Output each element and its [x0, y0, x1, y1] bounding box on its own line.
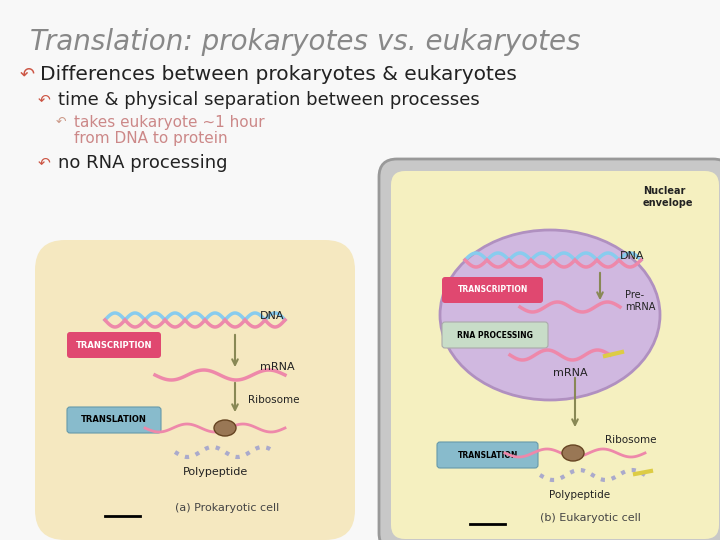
Ellipse shape [562, 445, 584, 461]
Text: TRANSCRIPTION: TRANSCRIPTION [458, 286, 528, 294]
Text: Ribosome: Ribosome [248, 395, 300, 405]
Text: DNA: DNA [620, 251, 644, 261]
FancyBboxPatch shape [442, 277, 543, 303]
Text: mRNA: mRNA [260, 362, 294, 372]
FancyBboxPatch shape [442, 322, 548, 348]
Text: (a) Prokaryotic cell: (a) Prokaryotic cell [175, 503, 279, 513]
Text: TRANSCRIPTION: TRANSCRIPTION [76, 341, 152, 349]
Ellipse shape [440, 230, 660, 400]
Text: ↶: ↶ [38, 92, 50, 107]
Text: Polypeptide: Polypeptide [182, 467, 248, 477]
Text: Ribosome: Ribosome [605, 435, 657, 445]
Text: (b) Eukaryotic cell: (b) Eukaryotic cell [540, 513, 641, 523]
FancyBboxPatch shape [379, 159, 720, 540]
Text: ↶: ↶ [20, 66, 35, 84]
FancyBboxPatch shape [67, 332, 161, 358]
Ellipse shape [54, 259, 336, 521]
Text: Pre-
mRNA: Pre- mRNA [625, 290, 655, 312]
Text: TRANSLATION: TRANSLATION [81, 415, 147, 424]
Text: Translation: prokaryotes vs. eukaryotes: Translation: prokaryotes vs. eukaryotes [30, 28, 580, 56]
Text: Differences between prokaryotes & eukaryotes: Differences between prokaryotes & eukary… [40, 65, 517, 84]
Text: from DNA to protein: from DNA to protein [74, 131, 228, 145]
Text: RNA PROCESSING: RNA PROCESSING [457, 330, 533, 340]
Text: mRNA: mRNA [553, 368, 588, 378]
Text: time & physical separation between processes: time & physical separation between proce… [58, 91, 480, 109]
Text: takes eukaryote ~1 hour: takes eukaryote ~1 hour [74, 114, 265, 130]
Text: DNA: DNA [260, 311, 284, 321]
Text: ↶: ↶ [38, 156, 50, 171]
FancyBboxPatch shape [35, 240, 355, 540]
Ellipse shape [214, 420, 236, 436]
FancyBboxPatch shape [391, 171, 719, 539]
Text: Nuclear
envelope: Nuclear envelope [643, 186, 693, 208]
Text: Polypeptide: Polypeptide [549, 490, 611, 500]
FancyBboxPatch shape [67, 407, 161, 433]
Text: TRANSLATION: TRANSLATION [458, 450, 518, 460]
Text: ↶: ↶ [56, 116, 66, 129]
Text: no RNA processing: no RNA processing [58, 154, 228, 172]
FancyBboxPatch shape [437, 442, 538, 468]
